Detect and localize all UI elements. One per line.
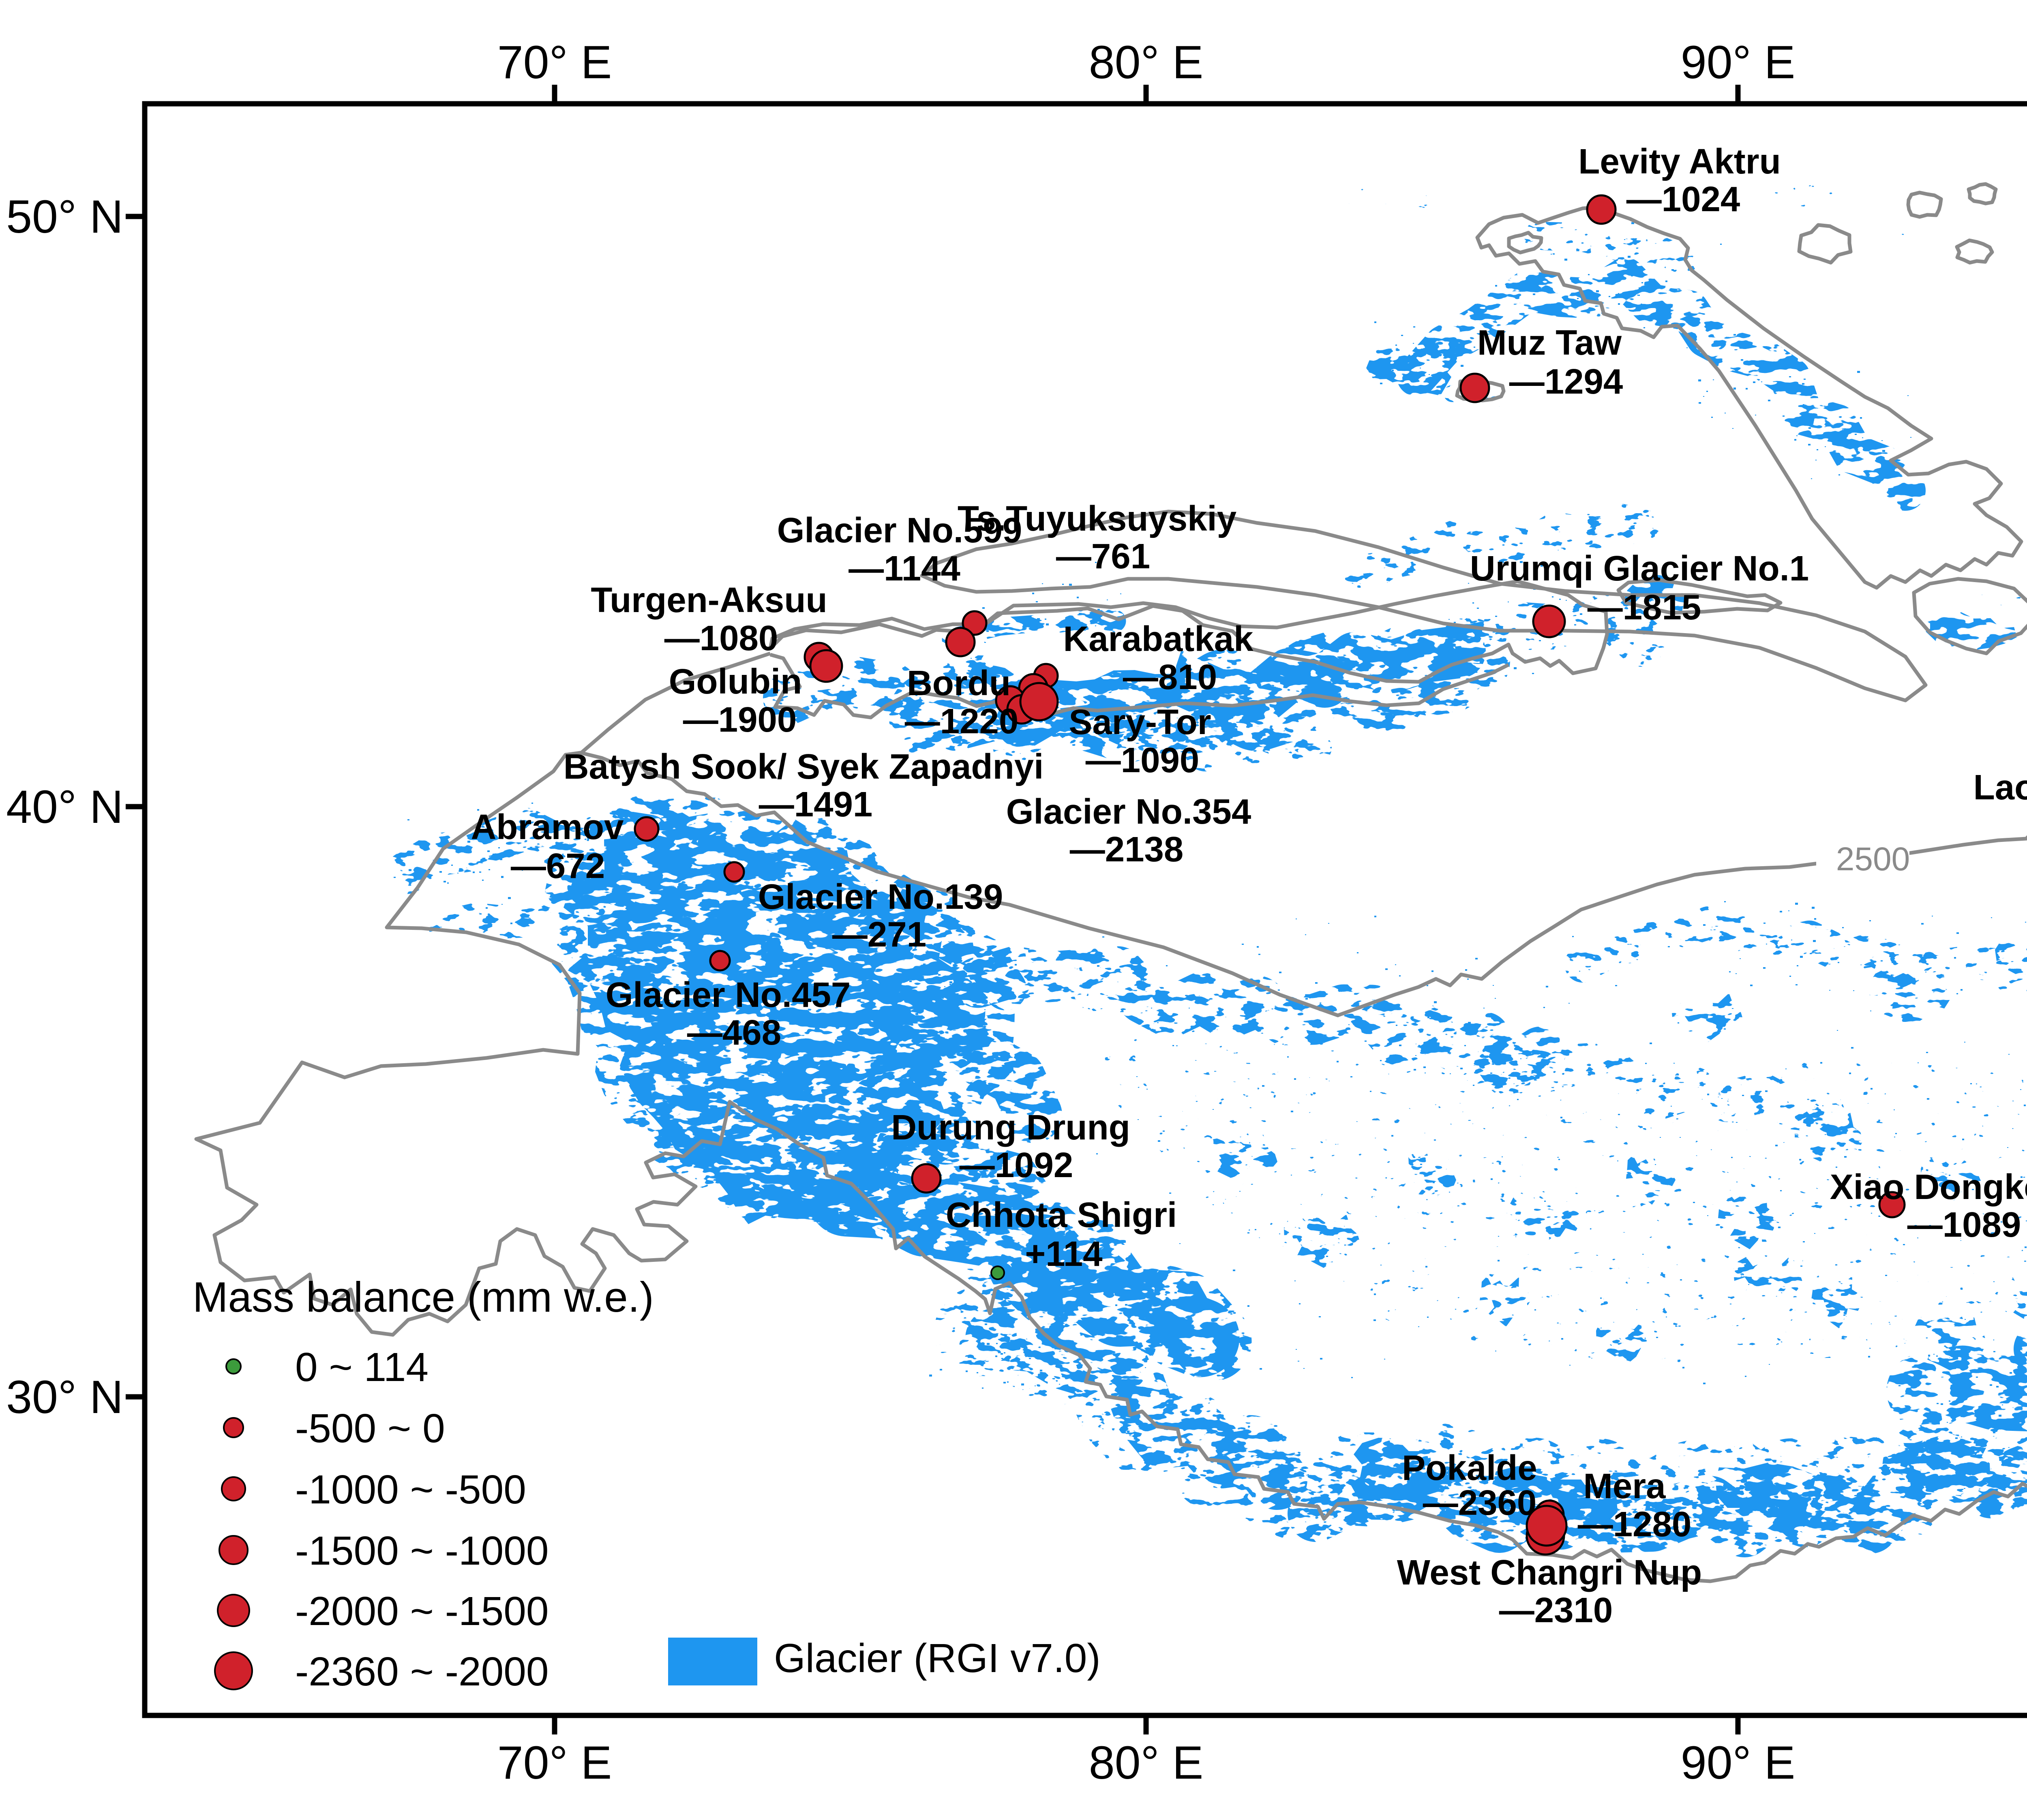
- svg-text:2500: 2500: [1836, 841, 1910, 878]
- svg-text:50° N: 50° N: [6, 191, 123, 243]
- svg-text:—1900: —1900: [683, 700, 797, 739]
- svg-text:West Changri Nup: West Changri Nup: [1397, 1553, 1702, 1592]
- svg-text:Glacier (RGI v7.0): Glacier (RGI v7.0): [774, 1636, 1101, 1681]
- svg-text:30° N: 30° N: [6, 1371, 123, 1423]
- svg-text:Mera: Mera: [1583, 1467, 1666, 1506]
- svg-text:Golubin: Golubin: [669, 662, 802, 701]
- svg-text:0 ~ 114: 0 ~ 114: [295, 1345, 429, 1390]
- svg-text:Durung Drung: Durung Drung: [891, 1108, 1130, 1147]
- svg-text:—1815: —1815: [1588, 588, 1701, 627]
- svg-text:—1144: —1144: [849, 549, 960, 588]
- svg-text:Turgen-Aksuu: Turgen-Aksuu: [591, 580, 827, 620]
- svg-text:Sary-Tor: Sary-Tor: [1069, 702, 1211, 742]
- svg-text:—1024: —1024: [1626, 180, 1740, 219]
- svg-text:—1092: —1092: [960, 1146, 1073, 1185]
- svg-text:-2000 ~ -1500: -2000 ~ -1500: [295, 1589, 549, 1634]
- svg-text:—1090: —1090: [1086, 741, 1200, 780]
- svg-text:—1220: —1220: [905, 702, 1019, 741]
- svg-text:-1000 ~ -500: -1000 ~ -500: [295, 1467, 526, 1512]
- svg-text:-2360 ~ -2000: -2360 ~ -2000: [295, 1649, 549, 1694]
- svg-text:-500 ~ 0: -500 ~ 0: [295, 1406, 445, 1451]
- svg-text:—761: —761: [1056, 537, 1150, 576]
- svg-text:Bordu: Bordu: [907, 664, 1011, 703]
- svg-text:—1089: —1089: [1907, 1205, 2021, 1244]
- svg-text:—271: —271: [832, 915, 926, 954]
- svg-text:Glacier No.457: Glacier No.457: [606, 975, 851, 1015]
- svg-text:Glacier No.599: Glacier No.599: [777, 511, 1022, 550]
- svg-text:Karabatkak: Karabatkak: [1063, 619, 1253, 659]
- svg-text:—2310: —2310: [1499, 1591, 1613, 1630]
- svg-text:Mass balance (mm w.e.): Mass balance (mm w.e.): [193, 1274, 654, 1321]
- svg-text:Chhota Shigri: Chhota Shigri: [946, 1195, 1177, 1235]
- svg-text:Batysh Sook/ Syek Zapadnyi: Batysh Sook/ Syek Zapadnyi: [564, 747, 1044, 786]
- svg-text:Abramov: Abramov: [471, 807, 624, 847]
- svg-text:—1491: —1491: [759, 785, 873, 824]
- svg-text:—468: —468: [687, 1013, 781, 1052]
- svg-text:—1280: —1280: [1578, 1505, 1692, 1544]
- svg-text:—672: —672: [511, 846, 605, 886]
- svg-text:Levity Aktru: Levity Aktru: [1578, 142, 1781, 181]
- svg-text:Xiao Dongkema: Xiao Dongkema: [1830, 1167, 2027, 1207]
- svg-text:—1080: —1080: [664, 619, 778, 658]
- svg-text:Glacier No.139: Glacier No.139: [758, 877, 1003, 916]
- svg-text:—2360: —2360: [1423, 1483, 1537, 1522]
- svg-text:40° N: 40° N: [6, 781, 123, 833]
- svg-text:90° E: 90° E: [1681, 36, 1796, 88]
- svg-text:90° E: 90° E: [1681, 1737, 1796, 1789]
- svg-text:-1500 ~ -1000: -1500 ~ -1000: [295, 1528, 549, 1574]
- svg-text:Ts.Tuyuksuyskiy: Ts.Tuyuksuyskiy: [958, 499, 1236, 538]
- svg-text:Pokalde: Pokalde: [1402, 1448, 1537, 1488]
- svg-text:Muz Taw: Muz Taw: [1477, 323, 1622, 362]
- svg-text:Laohugou Glacier No.12: Laohugou Glacier No.12: [1973, 768, 2027, 807]
- svg-text:—810: —810: [1123, 657, 1217, 697]
- svg-text:70° E: 70° E: [497, 1737, 612, 1789]
- svg-text:80° E: 80° E: [1089, 1737, 1204, 1789]
- svg-text:80° E: 80° E: [1089, 36, 1204, 88]
- svg-text:—1294: —1294: [1509, 362, 1623, 401]
- svg-text:—2138: —2138: [1070, 830, 1184, 869]
- svg-text:Urumqi Glacier No.1: Urumqi Glacier No.1: [1470, 549, 1809, 588]
- svg-text:Glacier No.354: Glacier No.354: [1006, 792, 1251, 831]
- svg-text:+114: +114: [1025, 1234, 1102, 1274]
- svg-text:70° E: 70° E: [497, 36, 612, 88]
